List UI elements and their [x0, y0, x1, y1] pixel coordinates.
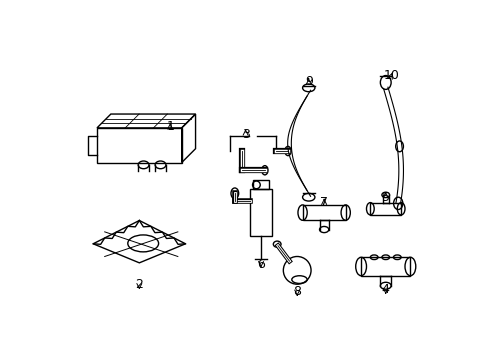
Text: 4: 4: [381, 283, 389, 296]
Text: 1: 1: [166, 120, 174, 133]
Bar: [252, 180, 269, 189]
Text: 9: 9: [304, 75, 312, 88]
Bar: [302, 205, 345, 220]
Text: 7: 7: [320, 196, 327, 209]
Text: 5: 5: [381, 191, 389, 204]
Text: 8: 8: [293, 285, 301, 298]
Bar: [369, 203, 400, 215]
Text: 3: 3: [241, 127, 249, 140]
Text: 6: 6: [257, 258, 264, 271]
Text: 2: 2: [135, 278, 143, 291]
Text: 10: 10: [383, 69, 398, 82]
Bar: [250, 189, 271, 236]
Bar: [360, 257, 409, 276]
